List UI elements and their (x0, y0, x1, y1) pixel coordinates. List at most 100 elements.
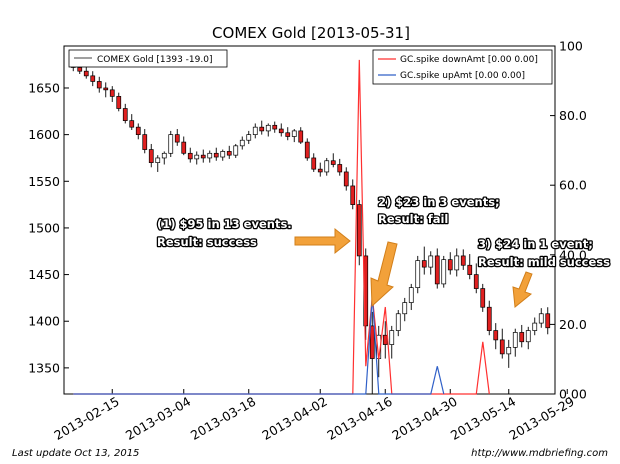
candle-body (356, 204, 362, 257)
annotation-2-line1: 2) $23 in 3 events; (378, 195, 500, 209)
candle (350, 179, 356, 210)
candle (311, 153, 317, 172)
candle (142, 129, 148, 154)
candle-body (480, 288, 486, 308)
candle-body (220, 151, 226, 158)
left-tick-label: 1600 (28, 127, 60, 142)
x-tick-label: 2013-05-14 (448, 394, 518, 443)
candle (161, 151, 167, 165)
candle (304, 138, 310, 161)
candle (272, 121, 278, 133)
candle-body (434, 255, 440, 285)
candle (278, 123, 284, 137)
x-tick-label: 2013-03-04 (123, 394, 193, 443)
candle-body (83, 70, 89, 77)
footer-url: http://www.mdbriefing.com (471, 448, 608, 459)
candle-body (213, 152, 219, 158)
candle-body (454, 255, 460, 271)
candle-body (272, 124, 278, 130)
candle-body (473, 274, 479, 289)
candle-body (395, 313, 401, 331)
candle-body (467, 264, 473, 275)
candle-body (421, 260, 427, 268)
candle (421, 246, 427, 275)
candle (486, 300, 492, 336)
x-tick-label: 2013-04-02 (259, 394, 329, 443)
candle (181, 136, 187, 156)
candle (226, 145, 232, 159)
candle-body (337, 164, 343, 173)
candle (233, 143, 239, 158)
candle-body (519, 332, 525, 343)
candle-body (538, 313, 544, 324)
right-tick-label: 20.0 (559, 317, 587, 332)
spike-down-legend-label: GC.spike downAmt [0.00 0.00] (400, 55, 538, 65)
candle-body (428, 255, 434, 268)
candle (291, 129, 297, 143)
candle-body (291, 130, 297, 137)
left-tick-label: 1450 (28, 267, 60, 282)
candle-body (408, 287, 414, 303)
candle-body (194, 154, 200, 160)
candle-body (181, 141, 187, 154)
candle (252, 123, 258, 139)
candle (389, 325, 395, 359)
candle (317, 162, 323, 177)
left-tick-label: 1650 (28, 80, 60, 95)
candle (122, 103, 128, 124)
candle-body (311, 157, 317, 170)
candle-body (441, 259, 447, 285)
right-axis: 100 80.0 60.0 40.0 20.0 0.00 (550, 39, 587, 402)
candle (194, 151, 200, 165)
candle (395, 310, 401, 337)
annotation-1: (1) $95 in 13 events. Result: success (156, 216, 293, 251)
candle (135, 123, 141, 140)
candle-body (265, 124, 271, 132)
x-tick-label: 2013-05-29 (506, 394, 576, 443)
candle-body (129, 120, 135, 128)
candle (90, 71, 96, 87)
candle-body (343, 171, 349, 187)
candle-body (122, 108, 128, 121)
candle (473, 263, 479, 294)
candle-body (545, 313, 551, 329)
candle-body (161, 152, 167, 159)
candle (116, 92, 122, 112)
left-tick-label: 1400 (28, 314, 60, 329)
candle-body (304, 141, 310, 159)
candle-body (246, 134, 252, 141)
candle-body (499, 339, 505, 355)
candle (213, 147, 219, 161)
candle (246, 130, 252, 144)
candle (109, 86, 115, 102)
candle (259, 120, 265, 135)
candle-body (142, 134, 148, 150)
candle-body (96, 81, 102, 89)
x-tick-label: 2013-04-30 (389, 394, 459, 443)
candle (220, 149, 226, 161)
candle (369, 311, 375, 394)
candle (96, 76, 102, 93)
annotation-2: 2) $23 in 3 events; Result: fail (377, 194, 501, 228)
candle-body (252, 126, 258, 135)
candle-body (226, 151, 232, 156)
candle (447, 252, 453, 275)
left-axis: 1650 1600 1550 1500 1450 1400 1350 (28, 80, 69, 375)
candle-body (148, 149, 154, 163)
candle (207, 150, 213, 163)
candle (129, 114, 135, 130)
candle (103, 82, 109, 98)
candle (200, 149, 206, 163)
candle (415, 255, 421, 294)
right-tick-label: 100 (559, 39, 583, 54)
candle (519, 324, 525, 348)
candle (460, 249, 466, 270)
candle (168, 130, 174, 158)
candle-body (233, 145, 239, 156)
candle-body (324, 160, 330, 173)
candle-body (506, 347, 512, 355)
candle-body (109, 89, 115, 97)
right-tick-label: 60.0 (559, 178, 587, 193)
candle-body (369, 325, 375, 359)
